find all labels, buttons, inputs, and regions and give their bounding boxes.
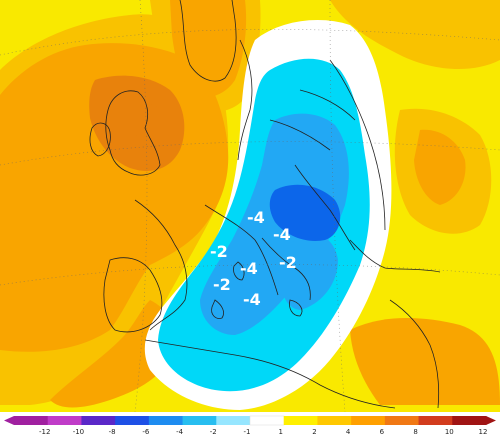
colorbar-tick-label: 12 [479,428,488,436]
anomaly-label: -2 [213,275,231,294]
field-light-blue-2 [282,230,338,310]
field-orange-sw [350,318,500,405]
colorbar-tick-label: 4 [346,428,351,436]
colorbar-tick-label: -10 [73,428,84,436]
colorbar-arrow-low [4,416,14,425]
colorbar-tick-label: -6 [142,428,150,436]
graticule [0,0,500,413]
field-orange-south [50,300,177,408]
anomaly-label: -4 [247,208,265,227]
colorbar-swatch [81,416,116,425]
colorbar: -12 -10 -8 -6 -4 -2 -1 1 2 4 6 8 10 12 [4,415,496,436]
anomaly-label: -4 [273,225,291,244]
field-blue [269,184,341,241]
colorbar-tick-label: 10 [445,428,454,436]
colorbar-tick-label: 8 [413,428,417,436]
colorbar-arrow-high [486,416,496,425]
field-light-blue [200,113,349,335]
colorbar-tick-label: 6 [380,428,385,436]
anomaly-label: -4 [243,290,261,309]
colorbar-swatch [283,416,318,425]
colorbar-swatch [384,416,420,425]
colorbar-swatch [115,416,150,425]
colorbar-tick-label: -2 [210,428,217,436]
colorbar-tick-label: 1 [278,428,282,436]
colorbar-swatch [418,416,453,425]
anomaly-label: -2 [210,242,228,261]
colorbar-tick-label: -1 [244,428,251,436]
colorbar-swatch [249,415,285,426]
colorbar-swatch [317,416,352,425]
colorbar-tick-label: -4 [176,428,184,436]
colorbar-swatch [47,416,82,425]
field-orange-east2 [414,129,466,205]
colorbar-swatch [351,416,386,425]
colorbar-swatch [182,416,217,425]
anomaly-labels: -4 -4 -2 -2 -4 -2 -4 [210,208,297,309]
colorbar-tick-label: -8 [109,428,116,436]
field-orange-scandinavia [170,0,247,97]
colorbar-tick-label: -12 [39,428,50,436]
colorbar-swatch [148,416,184,425]
colorbar-tick-label: 2 [312,428,316,436]
field-dark-orange-2 [132,103,171,146]
anomaly-label: -4 [240,259,258,278]
field-orange-ne [330,0,500,70]
coastlines [89,0,441,409]
colorbar-swatch [216,416,251,425]
colorbar-swatch [14,416,49,425]
colorbar-swatch [452,416,487,425]
anomaly-label: -2 [279,253,297,272]
